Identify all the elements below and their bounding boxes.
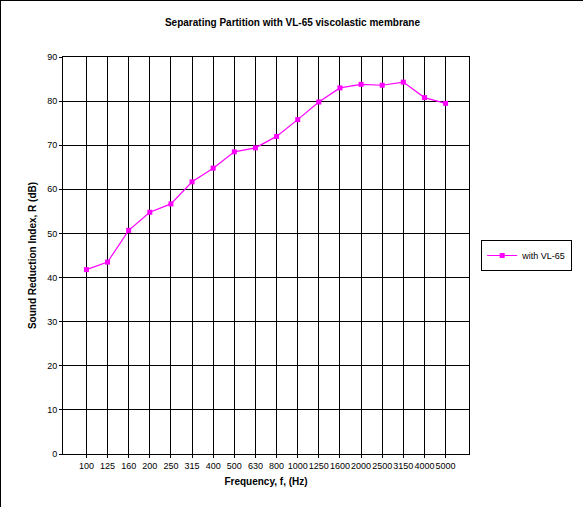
svg-text:160: 160 (121, 461, 136, 471)
svg-text:40: 40 (47, 273, 57, 283)
svg-text:3150: 3150 (393, 461, 413, 471)
svg-text:10: 10 (47, 405, 57, 415)
svg-text:with VL-65: with VL-65 (521, 251, 565, 261)
svg-text:250: 250 (163, 461, 178, 471)
svg-text:100: 100 (79, 461, 94, 471)
svg-text:125: 125 (100, 461, 115, 471)
svg-text:0: 0 (52, 449, 57, 459)
svg-text:1250: 1250 (309, 461, 329, 471)
svg-text:20: 20 (47, 361, 57, 371)
svg-text:30: 30 (47, 317, 57, 327)
svg-text:1600: 1600 (330, 461, 350, 471)
svg-text:Separating Partition with VL-6: Separating Partition with VL-65 viscolas… (165, 17, 421, 28)
svg-text:2000: 2000 (351, 461, 371, 471)
svg-text:200: 200 (142, 461, 157, 471)
svg-text:Sound Reduction Index, R (dB): Sound Reduction Index, R (dB) (27, 182, 38, 329)
svg-text:50: 50 (47, 229, 57, 239)
svg-text:400: 400 (206, 461, 221, 471)
svg-text:2500: 2500 (372, 461, 392, 471)
svg-text:4000: 4000 (414, 461, 434, 471)
svg-text:500: 500 (227, 461, 242, 471)
svg-text:Frequency, f, (Hz): Frequency, f, (Hz) (224, 476, 307, 487)
svg-text:315: 315 (185, 461, 200, 471)
svg-text:90: 90 (47, 52, 57, 62)
svg-text:60: 60 (47, 184, 57, 194)
svg-text:800: 800 (269, 461, 284, 471)
svg-text:5000: 5000 (436, 461, 456, 471)
svg-text:630: 630 (248, 461, 263, 471)
svg-text:70: 70 (47, 140, 57, 150)
svg-text:80: 80 (47, 96, 57, 106)
svg-text:1000: 1000 (288, 461, 308, 471)
